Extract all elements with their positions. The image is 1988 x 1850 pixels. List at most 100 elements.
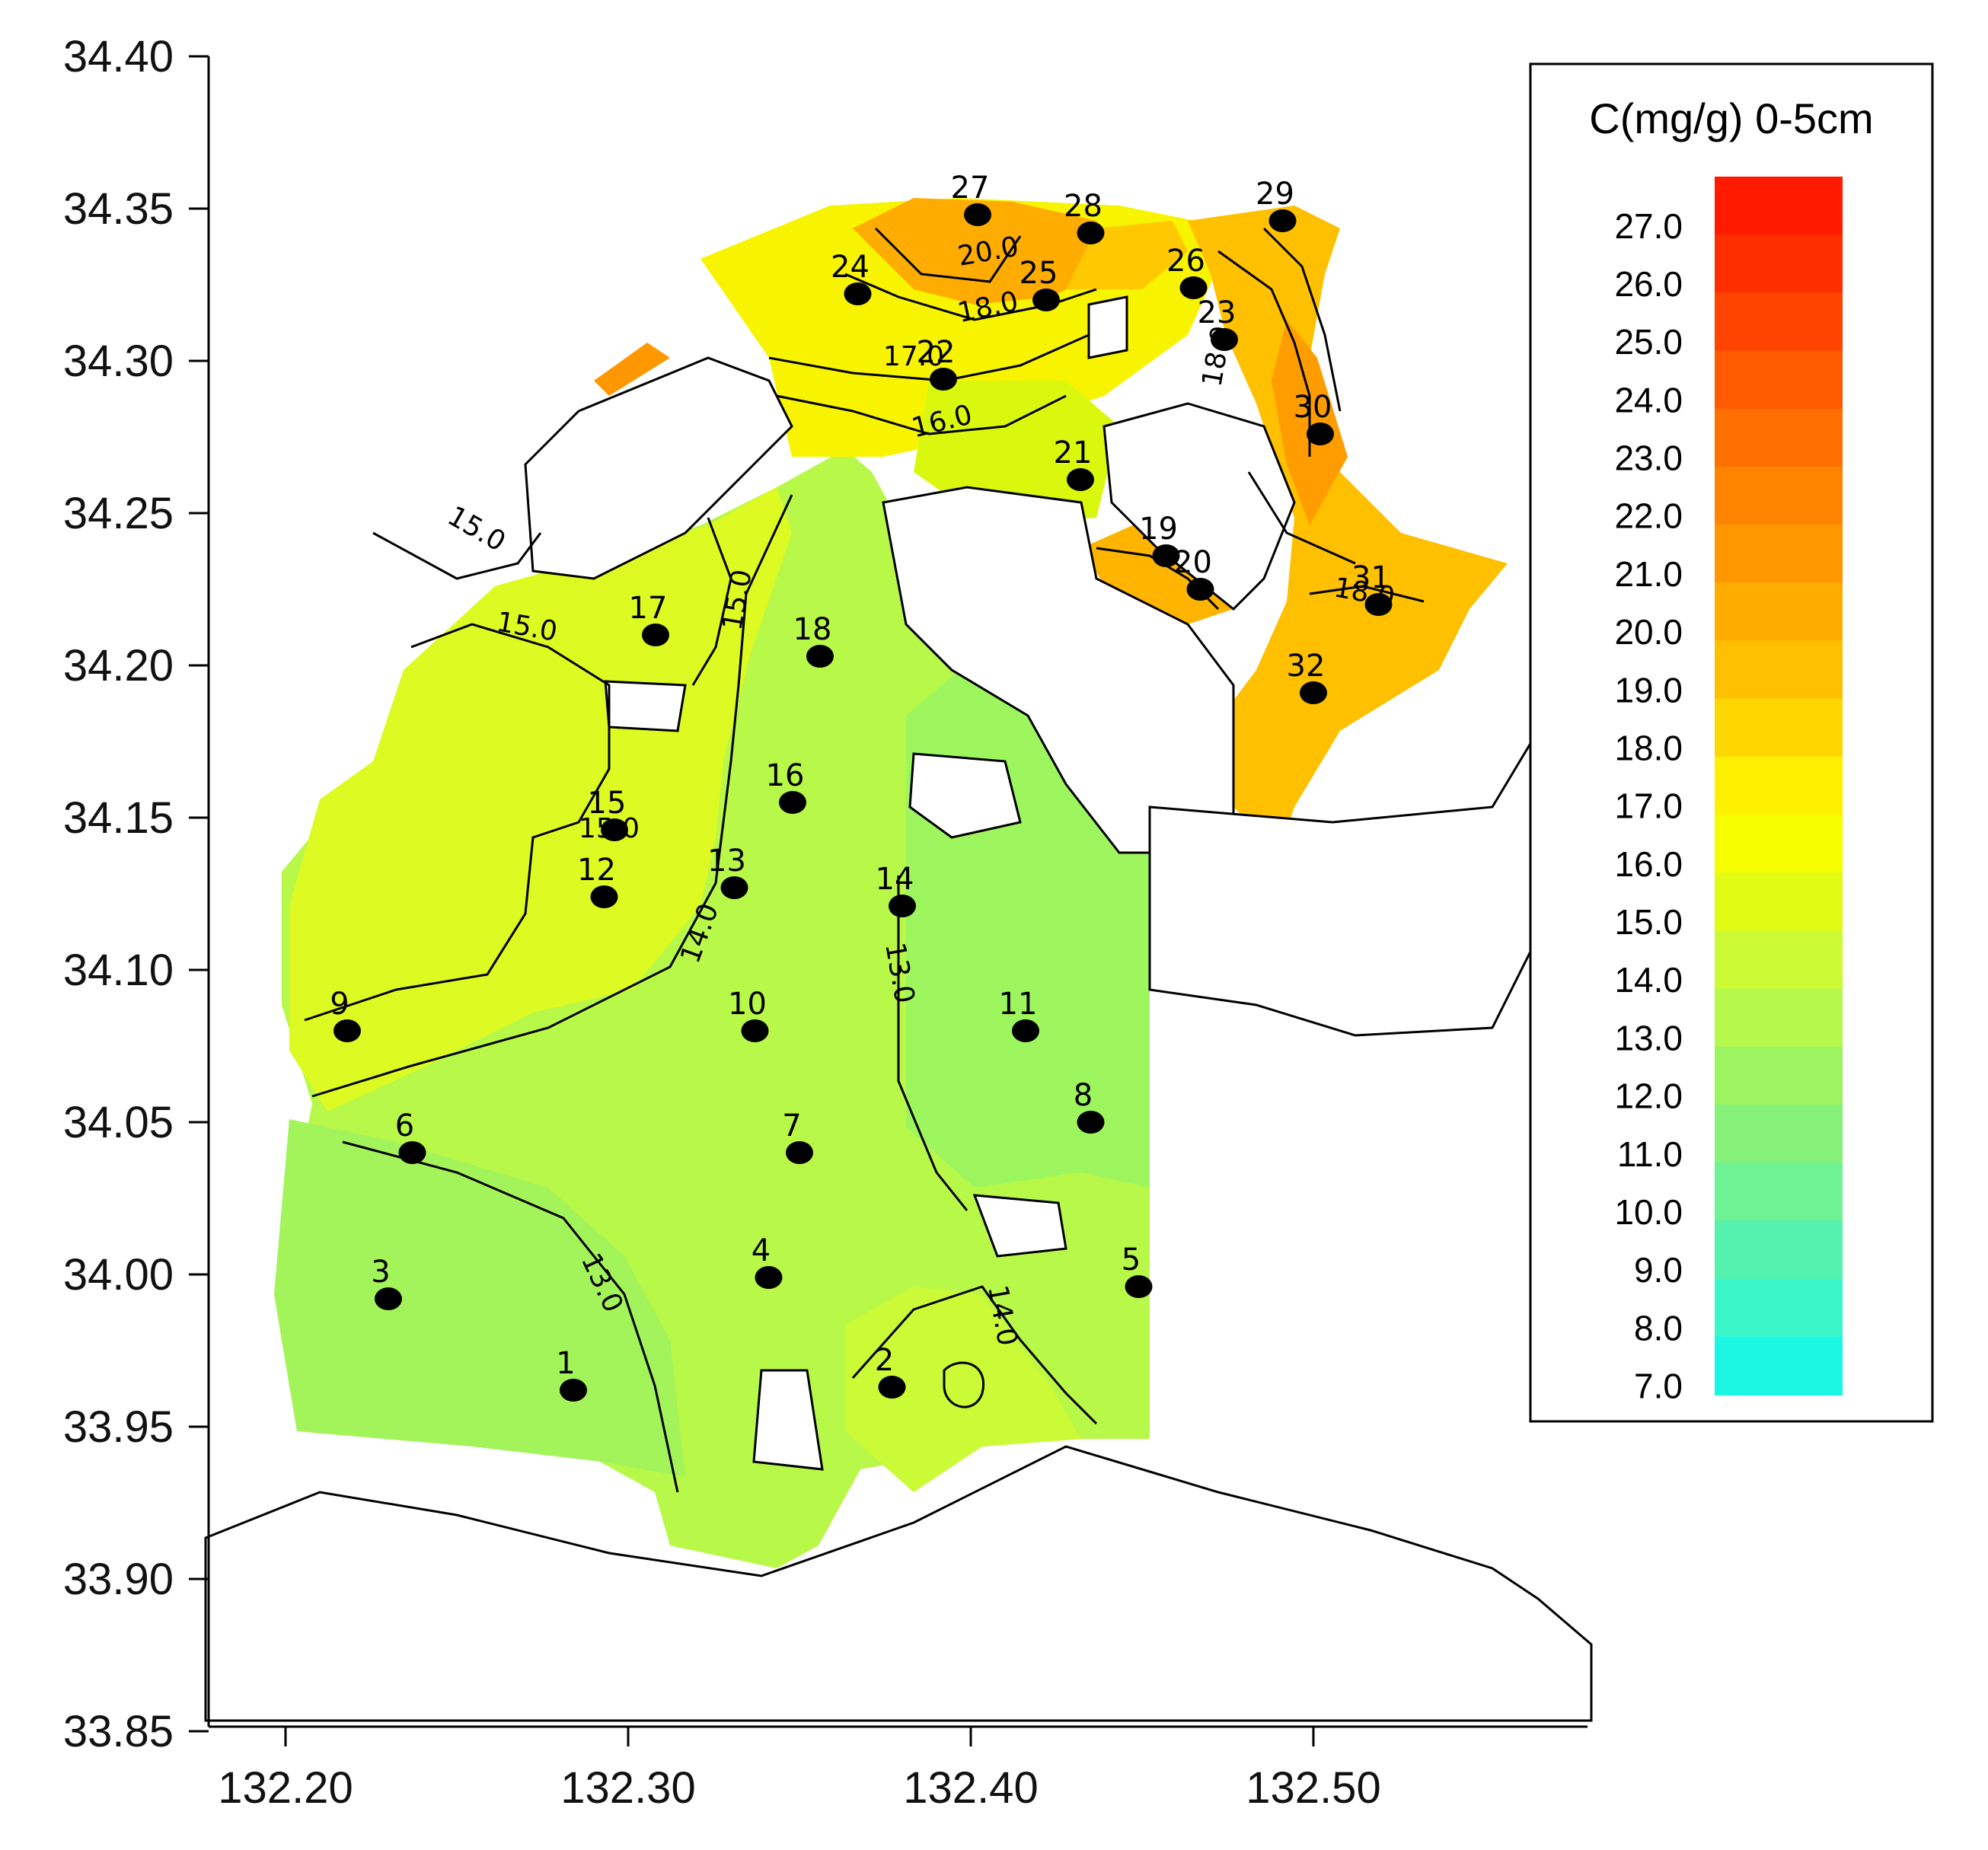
station-marker [1300,681,1327,704]
station-marker [930,368,957,391]
legend-swatch [1715,1278,1843,1338]
legend-tick-label: 18.0 [1614,728,1683,767]
station-label: 28 [1064,189,1102,224]
legend-swatch [1715,234,1843,294]
contour-label: 15.0 [442,500,511,558]
legend-swatch [1715,466,1843,526]
legend-swatch [1715,988,1843,1048]
station-label: 12 [577,853,616,888]
contour-label: 17.0 [883,341,944,372]
station-marker [889,895,916,917]
station-marker [1077,222,1105,244]
legend-swatch [1715,756,1843,816]
station-marker [1211,328,1238,351]
region-west-strip [594,343,670,396]
island-middle [908,752,1022,839]
x-axis-ticks: 132.20 132.30 132.40 132.50 [218,1727,1381,1813]
legend-tick-label: 8.0 [1634,1308,1683,1348]
contour-13-west [342,1140,679,1493]
contour-15-middle [691,517,732,686]
legend-swatch [1715,408,1843,467]
island-southeast [972,1194,1067,1258]
station-label: 27 [951,171,990,206]
axes: 34.40 34.35 34.30 34.25 34.20 34.15 34.10 34.05… [63,32,1588,1813]
y-tick-label: 34.20 [63,641,174,691]
station-label: 7 [782,1108,801,1143]
station-marker [878,1376,906,1399]
region-west [289,487,792,1112]
legend-swatch [1715,1220,1843,1280]
contour-ne-2 [1262,227,1342,412]
y-tick-label: 33.95 [63,1402,174,1452]
station-label: 24 [831,250,870,285]
legend-swatch [1715,177,1843,236]
station-label: 9 [330,987,349,1022]
land-east [1148,726,1540,1037]
station-label: 10 [728,987,767,1022]
legend-tick-label: 17.0 [1614,786,1683,826]
station-label: 30 [1294,390,1332,425]
station-marker [786,1141,813,1164]
station-marker [1032,289,1060,311]
legend-tick-label: 19.0 [1614,670,1683,710]
contour-labels: 20.018.016.015.015.015.015.014.014.013.0… [442,231,1397,1349]
y-axis-ticks: 34.40 34.35 34.30 34.25 34.20 34.15 34.10 34.05… [63,32,209,1756]
legend-tick-label: 16.0 [1614,844,1683,884]
contour-20 [874,227,1022,283]
station-label: 16 [766,758,805,793]
y-tick-label: 34.35 [63,184,174,234]
station-label: 32 [1287,649,1326,684]
land-south [204,1445,1593,1722]
contour-18 [844,273,1097,321]
legend-tick-label: 23.0 [1614,439,1683,478]
y-tick-label: 33.85 [63,1707,174,1756]
contour-13-east [897,876,968,1211]
legend-swatch [1715,815,1843,874]
station-label: 17 [629,591,668,626]
station-marker [398,1141,426,1164]
station-marker [560,1379,587,1402]
legend-tick-label: 11.0 [1617,1134,1683,1174]
island-east-large [1102,402,1296,611]
station-label: 4 [751,1233,771,1268]
y-tick-label: 33.90 [63,1555,174,1604]
legend-swatch [1715,930,1843,990]
legend-tick-label: 24.0 [1614,380,1683,419]
station-label: 22 [917,335,956,370]
legend: C(mg/g) 0-5cm 27.0 26.0 25.0 24.0 23.0 22.0 21… [1529,62,1934,1423]
station-marker [1125,1275,1153,1298]
station-marker [375,1287,402,1310]
station-label: 20 [1173,545,1212,580]
station-marker [755,1266,783,1289]
station-label: 25 [1020,256,1058,291]
station-label: 19 [1139,512,1178,547]
contour-18-east [1309,585,1425,603]
station-label: 15 [588,786,627,821]
legend-tick-label: 27.0 [1614,206,1683,246]
legend-swatch [1715,1046,1843,1106]
station-label: 18 [793,612,832,647]
station-label: 3 [371,1255,390,1290]
station-label: 1 [556,1346,575,1381]
station-marker [601,818,628,841]
station-marker [1186,578,1214,601]
region-north-high [853,198,1127,305]
land-masses [204,295,1593,1722]
station-label: 5 [1122,1242,1141,1277]
legend-swatch [1715,1336,1843,1395]
contour-15-west [304,623,611,1022]
station-marker [1152,544,1180,567]
y-tick-label: 34.10 [63,946,174,995]
station-marker [806,645,834,668]
legend-swatch [1715,1105,1843,1164]
station-marker [1012,1019,1039,1042]
legend-swatch [1715,525,1843,584]
x-tick-label: 132.40 [903,1763,1038,1813]
station-marker [741,1019,769,1042]
island-small-north [1087,295,1128,359]
legend-swatch [1715,582,1843,642]
y-tick-label: 34.00 [63,1250,174,1300]
contour-14 [311,494,793,1098]
legend-swatch [1715,350,1843,410]
